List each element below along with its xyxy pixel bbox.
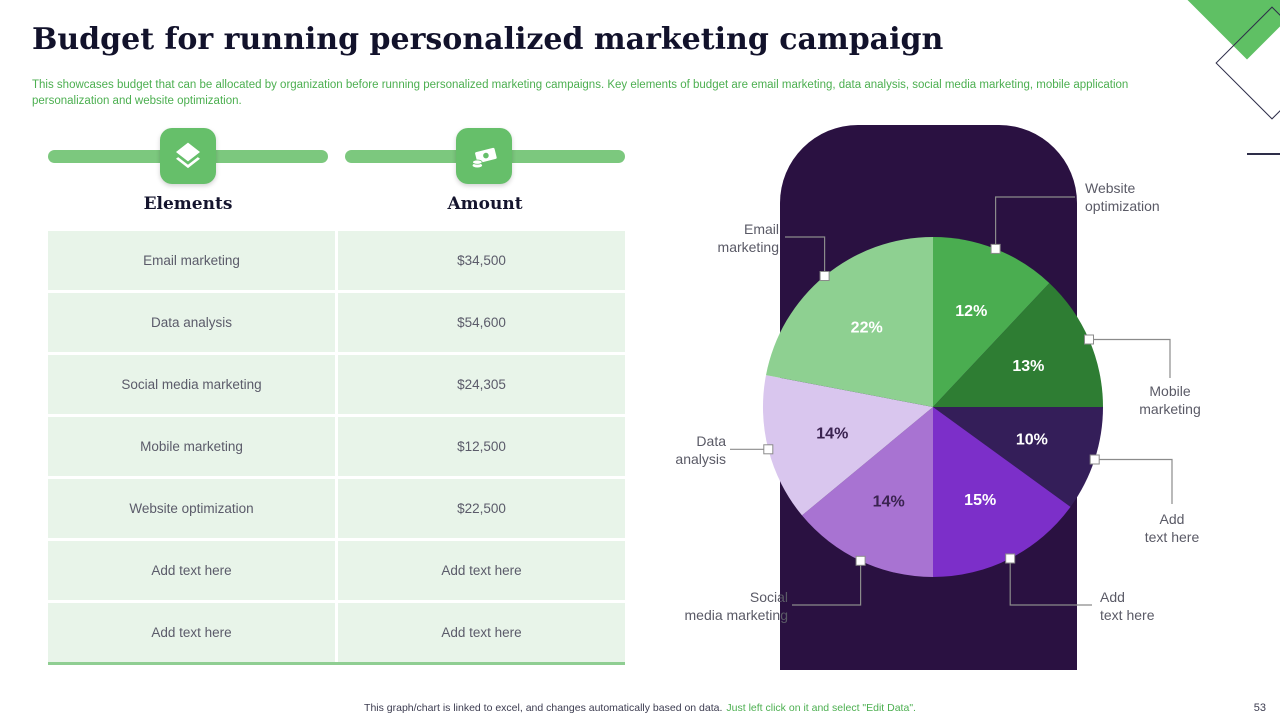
leader-line <box>1009 558 1092 606</box>
callout-label-website-optimization: Website optimization <box>1085 180 1160 215</box>
slice-percent: 22% <box>851 319 883 336</box>
slice-percent: 12% <box>955 303 987 320</box>
slice-marker <box>990 243 1001 254</box>
pie-chart[interactable]: 12% 13% 10% 15% 14% 14% 22% <box>650 120 1280 690</box>
pie-slice[interactable] <box>933 407 1071 577</box>
table-cell: Social media marketing <box>48 355 335 414</box>
table-cell: Add text here <box>338 603 625 662</box>
footer-note: This graph/chart is linked to excel, and… <box>0 702 1280 714</box>
table-cell: $12,500 <box>338 417 625 476</box>
slice-marker <box>855 555 866 566</box>
pie-slice[interactable] <box>933 407 1103 507</box>
decorative-line <box>1247 153 1280 155</box>
table-cell: Add text here <box>48 603 335 662</box>
table-cell: Add text here <box>338 541 625 600</box>
callout-label-add-text-bottom: Add text here <box>1100 589 1155 624</box>
column-header-elements: Elements <box>143 194 233 214</box>
table-cell: $24,305 <box>338 355 625 414</box>
slide-subtitle: This showcases budget that can be alloca… <box>32 79 1129 108</box>
table-cell: Mobile marketing <box>48 417 335 476</box>
slice-percent-labels: 12% 13% 10% 15% 14% 14% 22% <box>816 303 1048 511</box>
slice-markers <box>763 243 1100 566</box>
callout-label-add-text-right: Add text here <box>1144 511 1200 546</box>
table-cell: Website optimization <box>48 479 335 538</box>
slice-marker <box>819 271 830 281</box>
leader-line <box>1089 338 1171 378</box>
pie-chart-area: 12% 13% 10% 15% 14% 14% 22% Website optimizati… <box>650 120 1280 690</box>
slice-percent: 14% <box>816 425 848 442</box>
table-cell: Data analysis <box>48 293 335 352</box>
table-body: Email marketing $34,500 Data analysis $54,6… <box>48 231 625 665</box>
money-icon-glyph <box>472 147 497 168</box>
slice-percent: 10% <box>1016 432 1048 449</box>
table-cell: $34,500 <box>338 231 625 290</box>
slice-percent: 15% <box>964 492 996 509</box>
page-title: Budget for running personalized marketin… <box>32 22 944 57</box>
table-cell: Email marketing <box>48 231 335 290</box>
pie-slice[interactable] <box>766 237 933 407</box>
slice-percent: 13% <box>1012 358 1044 375</box>
slice-percent: 14% <box>873 494 905 511</box>
callout-label-social-media-marketing: Social media marketing <box>684 589 789 624</box>
pie-slice[interactable] <box>933 283 1103 407</box>
callout-label-email-marketing: Email marketing <box>717 221 779 256</box>
leader-lines <box>730 196 1173 606</box>
slice-marker <box>1005 553 1016 564</box>
callout-label-data-analysis: Data analysis <box>675 433 726 468</box>
leader-line <box>785 236 826 276</box>
pie-slice[interactable] <box>802 407 933 577</box>
table-cell: $54,600 <box>338 293 625 352</box>
pie-slices[interactable] <box>762 237 1103 577</box>
leader-line <box>995 196 1075 249</box>
slice-marker <box>1089 454 1100 465</box>
callout-label-mobile-marketing: Mobile marketing <box>1139 383 1201 418</box>
page-number: 53 <box>1253 702 1266 714</box>
footer-highlight: Just left click on it and select "Edit D… <box>726 702 916 714</box>
leader-line <box>1094 458 1173 504</box>
budget-table: Elements Amount Email marketing $34,500 Da… <box>48 120 625 668</box>
pie-slice[interactable] <box>933 237 1050 407</box>
table-cell: $22,500 <box>338 479 625 538</box>
table-cell: Add text here <box>48 541 335 600</box>
pie-slice[interactable] <box>762 375 933 516</box>
leader-line <box>792 560 862 606</box>
footer-text: This graph/chart is linked to excel, and… <box>364 702 723 714</box>
layers-icon-glyph <box>176 142 200 169</box>
layers-icon <box>160 128 216 184</box>
slice-marker <box>763 444 774 455</box>
money-icon <box>456 128 512 184</box>
slice-marker <box>1084 334 1094 345</box>
column-header-amount: Amount <box>447 194 523 214</box>
